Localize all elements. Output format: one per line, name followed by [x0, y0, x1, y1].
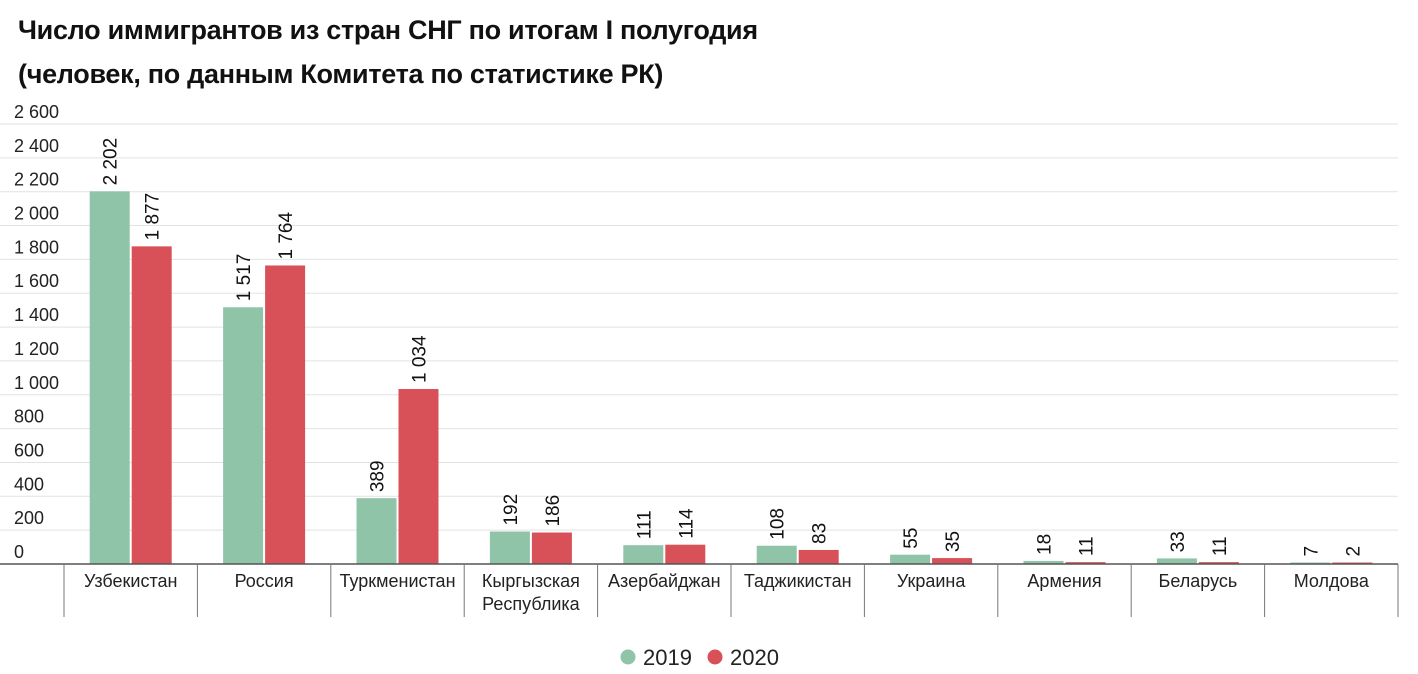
- bar-2020: [798, 549, 839, 564]
- x-category-label: Кыргызская: [482, 571, 580, 591]
- bar-2019: [356, 498, 397, 564]
- legend-marker-2020: [707, 649, 723, 665]
- y-tick-label: 0: [14, 542, 24, 562]
- gridlines: [0, 123, 1398, 531]
- data-label-2019: 2 202: [101, 138, 122, 186]
- chart-title: Число иммигрантов из стран СНГ по итогам…: [18, 8, 758, 96]
- bar-2020: [131, 246, 172, 564]
- data-label-2019: 108: [768, 508, 789, 540]
- data-label-2020: 11: [1077, 536, 1098, 556]
- chart-title-line: Число иммигрантов из стран СНГ по итогам…: [18, 15, 758, 45]
- x-category-label: Таджикистан: [744, 571, 852, 591]
- data-label-2020: 1 877: [143, 193, 164, 241]
- bar-2020: [531, 532, 572, 564]
- data-label-2020: 83: [810, 523, 831, 544]
- y-tick-label: 2 600: [14, 102, 59, 122]
- data-label-2019: 18: [1035, 534, 1056, 555]
- bar-2020: [665, 544, 706, 564]
- x-category-label: Армения: [1027, 571, 1101, 591]
- data-label-2020: 114: [676, 508, 697, 539]
- bar-2019: [489, 531, 530, 564]
- bar-2019: [890, 554, 931, 564]
- data-label-2020: 11: [1210, 536, 1231, 556]
- x-axis: Узбекистан Россия Туркменистан Кыргызская Ре…: [0, 563, 1399, 617]
- y-tick-label: 1 600: [14, 271, 59, 291]
- data-label-2020: 35: [943, 531, 964, 552]
- x-category-label: Беларусь: [1159, 571, 1238, 591]
- legend: 2019 2020: [620, 645, 779, 670]
- bar-2019: [1156, 558, 1197, 564]
- legend-marker-2019: [620, 649, 636, 665]
- x-category-label: Азербайджан: [608, 571, 721, 591]
- bar-2020: [1065, 562, 1106, 564]
- bar-2020: [932, 558, 973, 564]
- data-label-2019: 111: [634, 510, 655, 539]
- x-category-label: Молдова: [1294, 571, 1370, 591]
- bar-2019: [89, 191, 130, 564]
- bar-2019: [223, 307, 264, 564]
- y-tick-label: 2 400: [14, 136, 59, 156]
- bars: [89, 191, 1373, 564]
- y-tick-label: 400: [14, 474, 44, 494]
- y-tick-label: 1 200: [14, 339, 59, 359]
- bar-2020: [265, 265, 306, 564]
- x-category-label: Республика: [482, 594, 581, 614]
- data-label-2019: 7: [1301, 546, 1322, 557]
- y-tick-label: 2 000: [14, 204, 59, 224]
- x-category-label: Узбекистан: [84, 571, 178, 591]
- data-label-2020: 1 764: [276, 211, 297, 259]
- y-tick-label: 200: [14, 508, 44, 528]
- data-label-2019: 55: [901, 528, 922, 549]
- y-tick-label: 1 000: [14, 373, 59, 393]
- legend-label-2020: 2020: [730, 645, 779, 670]
- y-tick-label: 1 400: [14, 305, 59, 325]
- x-category-label: Россия: [235, 571, 294, 591]
- x-category-label: Туркменистан: [339, 571, 455, 591]
- bar-2020: [398, 389, 439, 564]
- bar-2019: [623, 545, 664, 564]
- y-tick-label: 800: [14, 407, 44, 427]
- x-category-label: Украина: [897, 571, 967, 591]
- data-label-2020: 2: [1343, 546, 1364, 557]
- data-label-2020: 186: [543, 495, 564, 527]
- legend-label-2019: 2019: [643, 645, 692, 670]
- y-tick-label: 1 800: [14, 237, 59, 257]
- data-label-2019: 1 517: [234, 254, 255, 302]
- data-label-2019: 192: [501, 494, 522, 526]
- bar-2019: [1023, 560, 1064, 564]
- y-tick-label: 2 200: [14, 170, 59, 190]
- y-tick-label: 600: [14, 440, 44, 460]
- bar-2019: [756, 545, 797, 564]
- y-axis: 0 200 400 600 800 1 000 1 200 1 400 1 600 1 800 2 …: [14, 102, 59, 562]
- chart-subtitle: (человек, по данным Комитета по статисти…: [18, 59, 664, 89]
- bar-2020: [1198, 562, 1239, 564]
- data-label-2020: 1 034: [410, 335, 431, 383]
- data-label-2019: 33: [1168, 531, 1189, 552]
- data-label-2019: 389: [368, 460, 389, 492]
- data-labels: 2 202 1 877 1 517 1 764 389 1 034 192 186 111 114…: [101, 138, 1365, 557]
